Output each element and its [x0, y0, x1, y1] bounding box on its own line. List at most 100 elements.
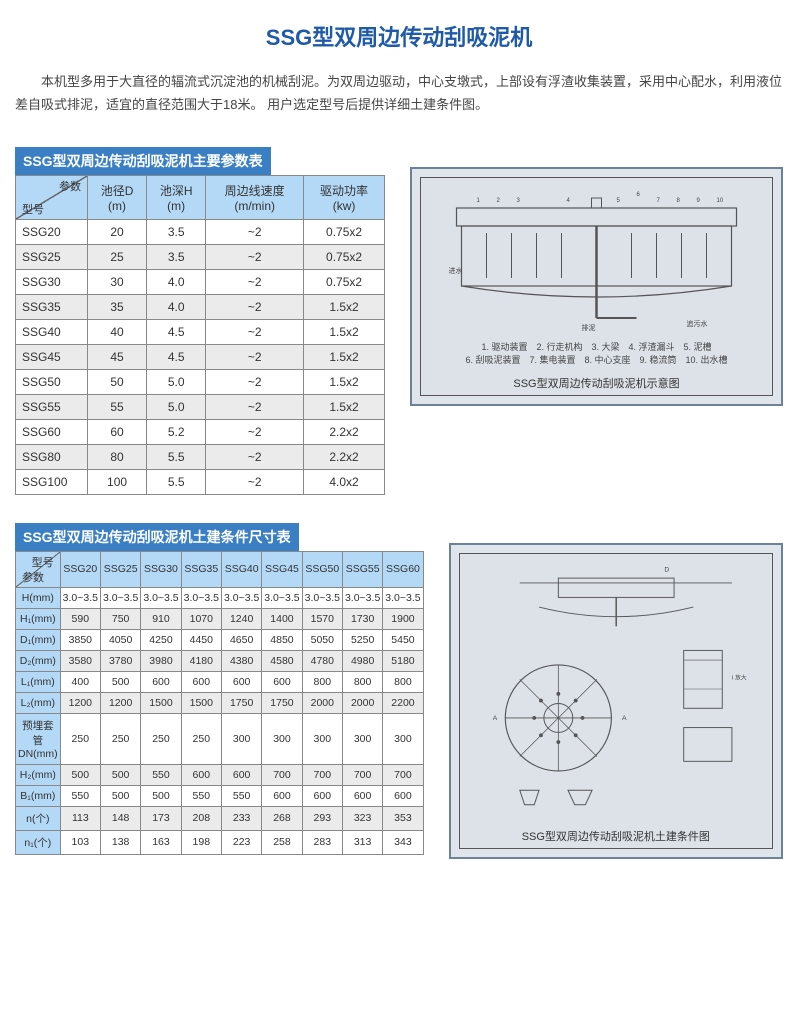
table-cell: SSG40: [16, 319, 88, 344]
table-cell: ~2: [206, 394, 304, 419]
table-cell: 55: [88, 394, 147, 419]
row-header: B₁(mm): [16, 785, 61, 806]
table-cell: 4780: [302, 650, 342, 671]
table-cell: 1750: [221, 692, 261, 713]
col-header: SSG25: [100, 551, 140, 587]
table-cell: 3.0~3.5: [262, 587, 302, 608]
table-cell: 4850: [262, 629, 302, 650]
table-cell: 300: [221, 713, 261, 764]
schematic-diagram-1: 123 456 789 10 进水 排泥 追污水 1. 驱动装置 2. 行走机构…: [410, 167, 783, 406]
table-cell: 1570: [302, 608, 342, 629]
table-cell: 50: [88, 369, 147, 394]
table-cell: 148: [100, 806, 140, 830]
svg-text:8: 8: [677, 198, 681, 204]
svg-text:6: 6: [637, 192, 641, 198]
table-cell: 1.5x2: [304, 294, 385, 319]
table-cell: 250: [181, 713, 221, 764]
table-cell: 60: [88, 419, 147, 444]
svg-text:7: 7: [657, 198, 661, 204]
table-cell: 293: [302, 806, 342, 830]
table-cell: 1750: [262, 692, 302, 713]
table-cell: ~2: [206, 294, 304, 319]
table-cell: 4580: [262, 650, 302, 671]
table-cell: 80: [88, 444, 147, 469]
table-cell: 1400: [262, 608, 302, 629]
col-header: SSG40: [221, 551, 261, 587]
svg-text:1: 1: [477, 198, 481, 204]
table-cell: 3.5: [147, 219, 206, 244]
col-header: SSG60: [383, 551, 423, 587]
table-cell: 800: [342, 671, 382, 692]
table-cell: 113: [60, 806, 100, 830]
table-cell: 1500: [181, 692, 221, 713]
table-cell: 2200: [383, 692, 423, 713]
table-cell: 268: [262, 806, 302, 830]
table-cell: 4.5: [147, 319, 206, 344]
table-cell: 208: [181, 806, 221, 830]
table-cell: 4650: [221, 629, 261, 650]
table2-header: SSG型双周边传动刮吸泥机土建条件尺寸表: [15, 523, 299, 551]
table-cell: 700: [262, 764, 302, 785]
row-header: n₁(个): [16, 830, 61, 854]
table-cell: 2.2x2: [304, 444, 385, 469]
table-cell: 600: [221, 764, 261, 785]
table-cell: ~2: [206, 244, 304, 269]
table-cell: 233: [221, 806, 261, 830]
col-header: SSG35: [181, 551, 221, 587]
table-cell: 250: [141, 713, 181, 764]
table-cell: 5.2: [147, 419, 206, 444]
table-cell: 4180: [181, 650, 221, 671]
table-cell: 2000: [302, 692, 342, 713]
table-cell: 4980: [342, 650, 382, 671]
svg-text:A: A: [492, 715, 497, 722]
table-cell: 550: [60, 785, 100, 806]
table-cell: 40: [88, 319, 147, 344]
svg-text:A: A: [622, 715, 627, 722]
table-cell: 5250: [342, 629, 382, 650]
table-cell: 103: [60, 830, 100, 854]
table-cell: 4.0x2: [304, 469, 385, 494]
row-header: H(mm): [16, 587, 61, 608]
table-cell: 1.5x2: [304, 369, 385, 394]
table-cell: SSG35: [16, 294, 88, 319]
table-cell: 4450: [181, 629, 221, 650]
table-cell: ~2: [206, 369, 304, 394]
table-cell: 20: [88, 219, 147, 244]
table-cell: 300: [342, 713, 382, 764]
svg-text:10: 10: [717, 198, 724, 204]
table-cell: 1900: [383, 608, 423, 629]
table-cell: 25: [88, 244, 147, 269]
table-cell: 0.75x2: [304, 269, 385, 294]
table-cell: 3.0~3.5: [302, 587, 342, 608]
table-cell: 1730: [342, 608, 382, 629]
table-cell: 3.0~3.5: [141, 587, 181, 608]
table-cell: 250: [60, 713, 100, 764]
table1-diag-top: 参数: [59, 178, 81, 194]
table-cell: 138: [100, 830, 140, 854]
table-cell: 2000: [342, 692, 382, 713]
table-cell: 283: [302, 830, 342, 854]
table-cell: 3.0~3.5: [181, 587, 221, 608]
table-cell: 500: [100, 764, 140, 785]
col-header: SSG55: [342, 551, 382, 587]
dimension-table: 型号 参数 SSG20 SSG25 SSG30 SSG35 SSG40 SSG4…: [15, 551, 424, 855]
table1-header: SSG型双周边传动刮吸泥机主要参数表: [15, 147, 271, 175]
table-cell: 4.0: [147, 294, 206, 319]
table-cell: ~2: [206, 219, 304, 244]
row-header: D₂(mm): [16, 650, 61, 671]
table-cell: 590: [60, 608, 100, 629]
table-cell: 2.2x2: [304, 419, 385, 444]
row-header: 预埋套管 DN(mm): [16, 713, 61, 764]
table-cell: 600: [141, 671, 181, 692]
table-cell: 3.0~3.5: [342, 587, 382, 608]
table-cell: 45: [88, 344, 147, 369]
table-cell: 600: [181, 671, 221, 692]
col-header: SSG45: [262, 551, 302, 587]
table-cell: 4250: [141, 629, 181, 650]
table-cell: 30: [88, 269, 147, 294]
table-cell: 100: [88, 469, 147, 494]
table-cell: 600: [262, 785, 302, 806]
table1-diag-bot: 型号: [22, 201, 44, 217]
row-header: D₁(mm): [16, 629, 61, 650]
row-header: n(个): [16, 806, 61, 830]
